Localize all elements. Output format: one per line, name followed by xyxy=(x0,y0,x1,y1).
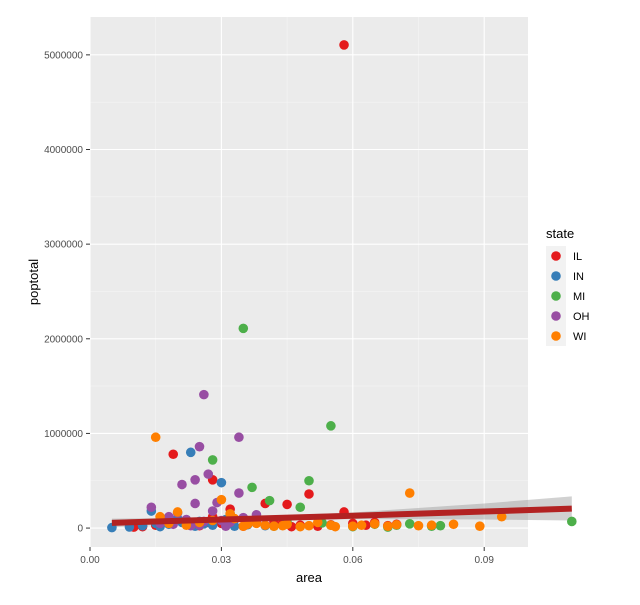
y-tick-label: 2000000 xyxy=(44,334,83,345)
x-axis-title: area xyxy=(296,570,323,585)
data-point-wi xyxy=(330,521,341,532)
data-point-mi xyxy=(567,516,577,527)
legend-label-wi: WI xyxy=(573,331,586,343)
data-point-wi xyxy=(269,521,279,531)
plot-panel xyxy=(89,17,528,547)
legend-key-in xyxy=(551,271,561,281)
legend: state IL IN MI OH WI xyxy=(546,226,590,346)
y-tick-label: 4000000 xyxy=(44,145,83,156)
data-point-wi xyxy=(216,494,227,505)
data-point-oh xyxy=(194,441,205,452)
y-tick-label: 3000000 xyxy=(44,240,83,251)
y-axis-title: poptotal xyxy=(26,259,41,305)
data-point-oh xyxy=(190,498,200,509)
x-tick-label: 0.09 xyxy=(474,555,494,566)
x-tick-label: 0.00 xyxy=(80,555,100,566)
data-point-oh xyxy=(220,521,231,531)
data-point-wi xyxy=(260,520,271,531)
data-point-il xyxy=(339,40,349,50)
legend-label-oh: OH xyxy=(573,311,590,323)
legend-label-il: IL xyxy=(573,251,582,263)
y-tick-label: 0 xyxy=(77,524,83,535)
regression-line xyxy=(111,505,572,526)
data-point-wi xyxy=(150,432,161,443)
legend-title: state xyxy=(546,226,574,241)
data-point-mi xyxy=(326,421,336,431)
data-point-wi xyxy=(312,517,323,528)
data-point-oh xyxy=(207,506,218,516)
legend-key-il xyxy=(551,251,561,261)
data-point-oh xyxy=(190,475,200,485)
panel-background xyxy=(90,17,528,547)
legend-label-mi: MI xyxy=(573,291,585,303)
y-axis: 0 1000000 2000000 3000000 4000000 5000000 xyxy=(44,50,90,535)
data-point-oh xyxy=(146,502,157,513)
data-point-mi xyxy=(207,455,218,465)
data-point-oh xyxy=(177,479,187,490)
data-point-mi xyxy=(264,495,275,506)
y-tick-label: 1000000 xyxy=(44,429,83,440)
data-point-mi xyxy=(304,475,314,486)
data-point-oh xyxy=(203,469,214,479)
data-point-wi xyxy=(448,519,459,530)
data-point-wi xyxy=(496,511,507,522)
legend-label-in: IN xyxy=(573,271,584,283)
y-tick-label: 5000000 xyxy=(44,50,83,61)
data-point-wi xyxy=(295,521,306,532)
data-point-mi xyxy=(295,502,306,513)
data-point-oh xyxy=(234,432,244,443)
legend-key-mi xyxy=(551,291,561,301)
data-point-in xyxy=(185,447,196,458)
data-point-in xyxy=(216,477,227,488)
data-point-wi xyxy=(475,521,485,531)
x-tick-label: 0.06 xyxy=(343,555,363,566)
legend-key-oh xyxy=(551,311,561,321)
data-point-il xyxy=(304,489,314,499)
data-point-il xyxy=(168,449,179,460)
data-point-wi xyxy=(348,521,358,531)
data-point-wi xyxy=(356,520,367,531)
data-point-wi xyxy=(404,488,415,498)
data-point-mi xyxy=(247,482,257,493)
data-point-mi xyxy=(404,519,415,529)
data-point-il xyxy=(282,499,292,510)
x-tick-label: 0.03 xyxy=(212,555,232,566)
data-point-oh xyxy=(199,389,209,400)
data-point-oh xyxy=(234,488,244,498)
data-point-wi xyxy=(242,519,253,530)
trend-line xyxy=(111,505,572,526)
data-point-wi xyxy=(391,519,402,530)
data-points xyxy=(107,40,577,533)
data-point-wi xyxy=(369,519,380,529)
x-axis: 0.00 0.03 0.06 0.09 xyxy=(80,547,494,566)
data-point-wi xyxy=(426,520,437,531)
data-point-mi xyxy=(435,520,446,531)
data-point-wi xyxy=(413,520,424,531)
data-point-wi xyxy=(383,521,393,531)
data-point-mi xyxy=(238,323,249,334)
legend-key-wi xyxy=(551,331,561,341)
data-point-wi xyxy=(304,520,314,531)
data-point-wi xyxy=(277,520,288,531)
data-point-wi xyxy=(172,507,183,517)
